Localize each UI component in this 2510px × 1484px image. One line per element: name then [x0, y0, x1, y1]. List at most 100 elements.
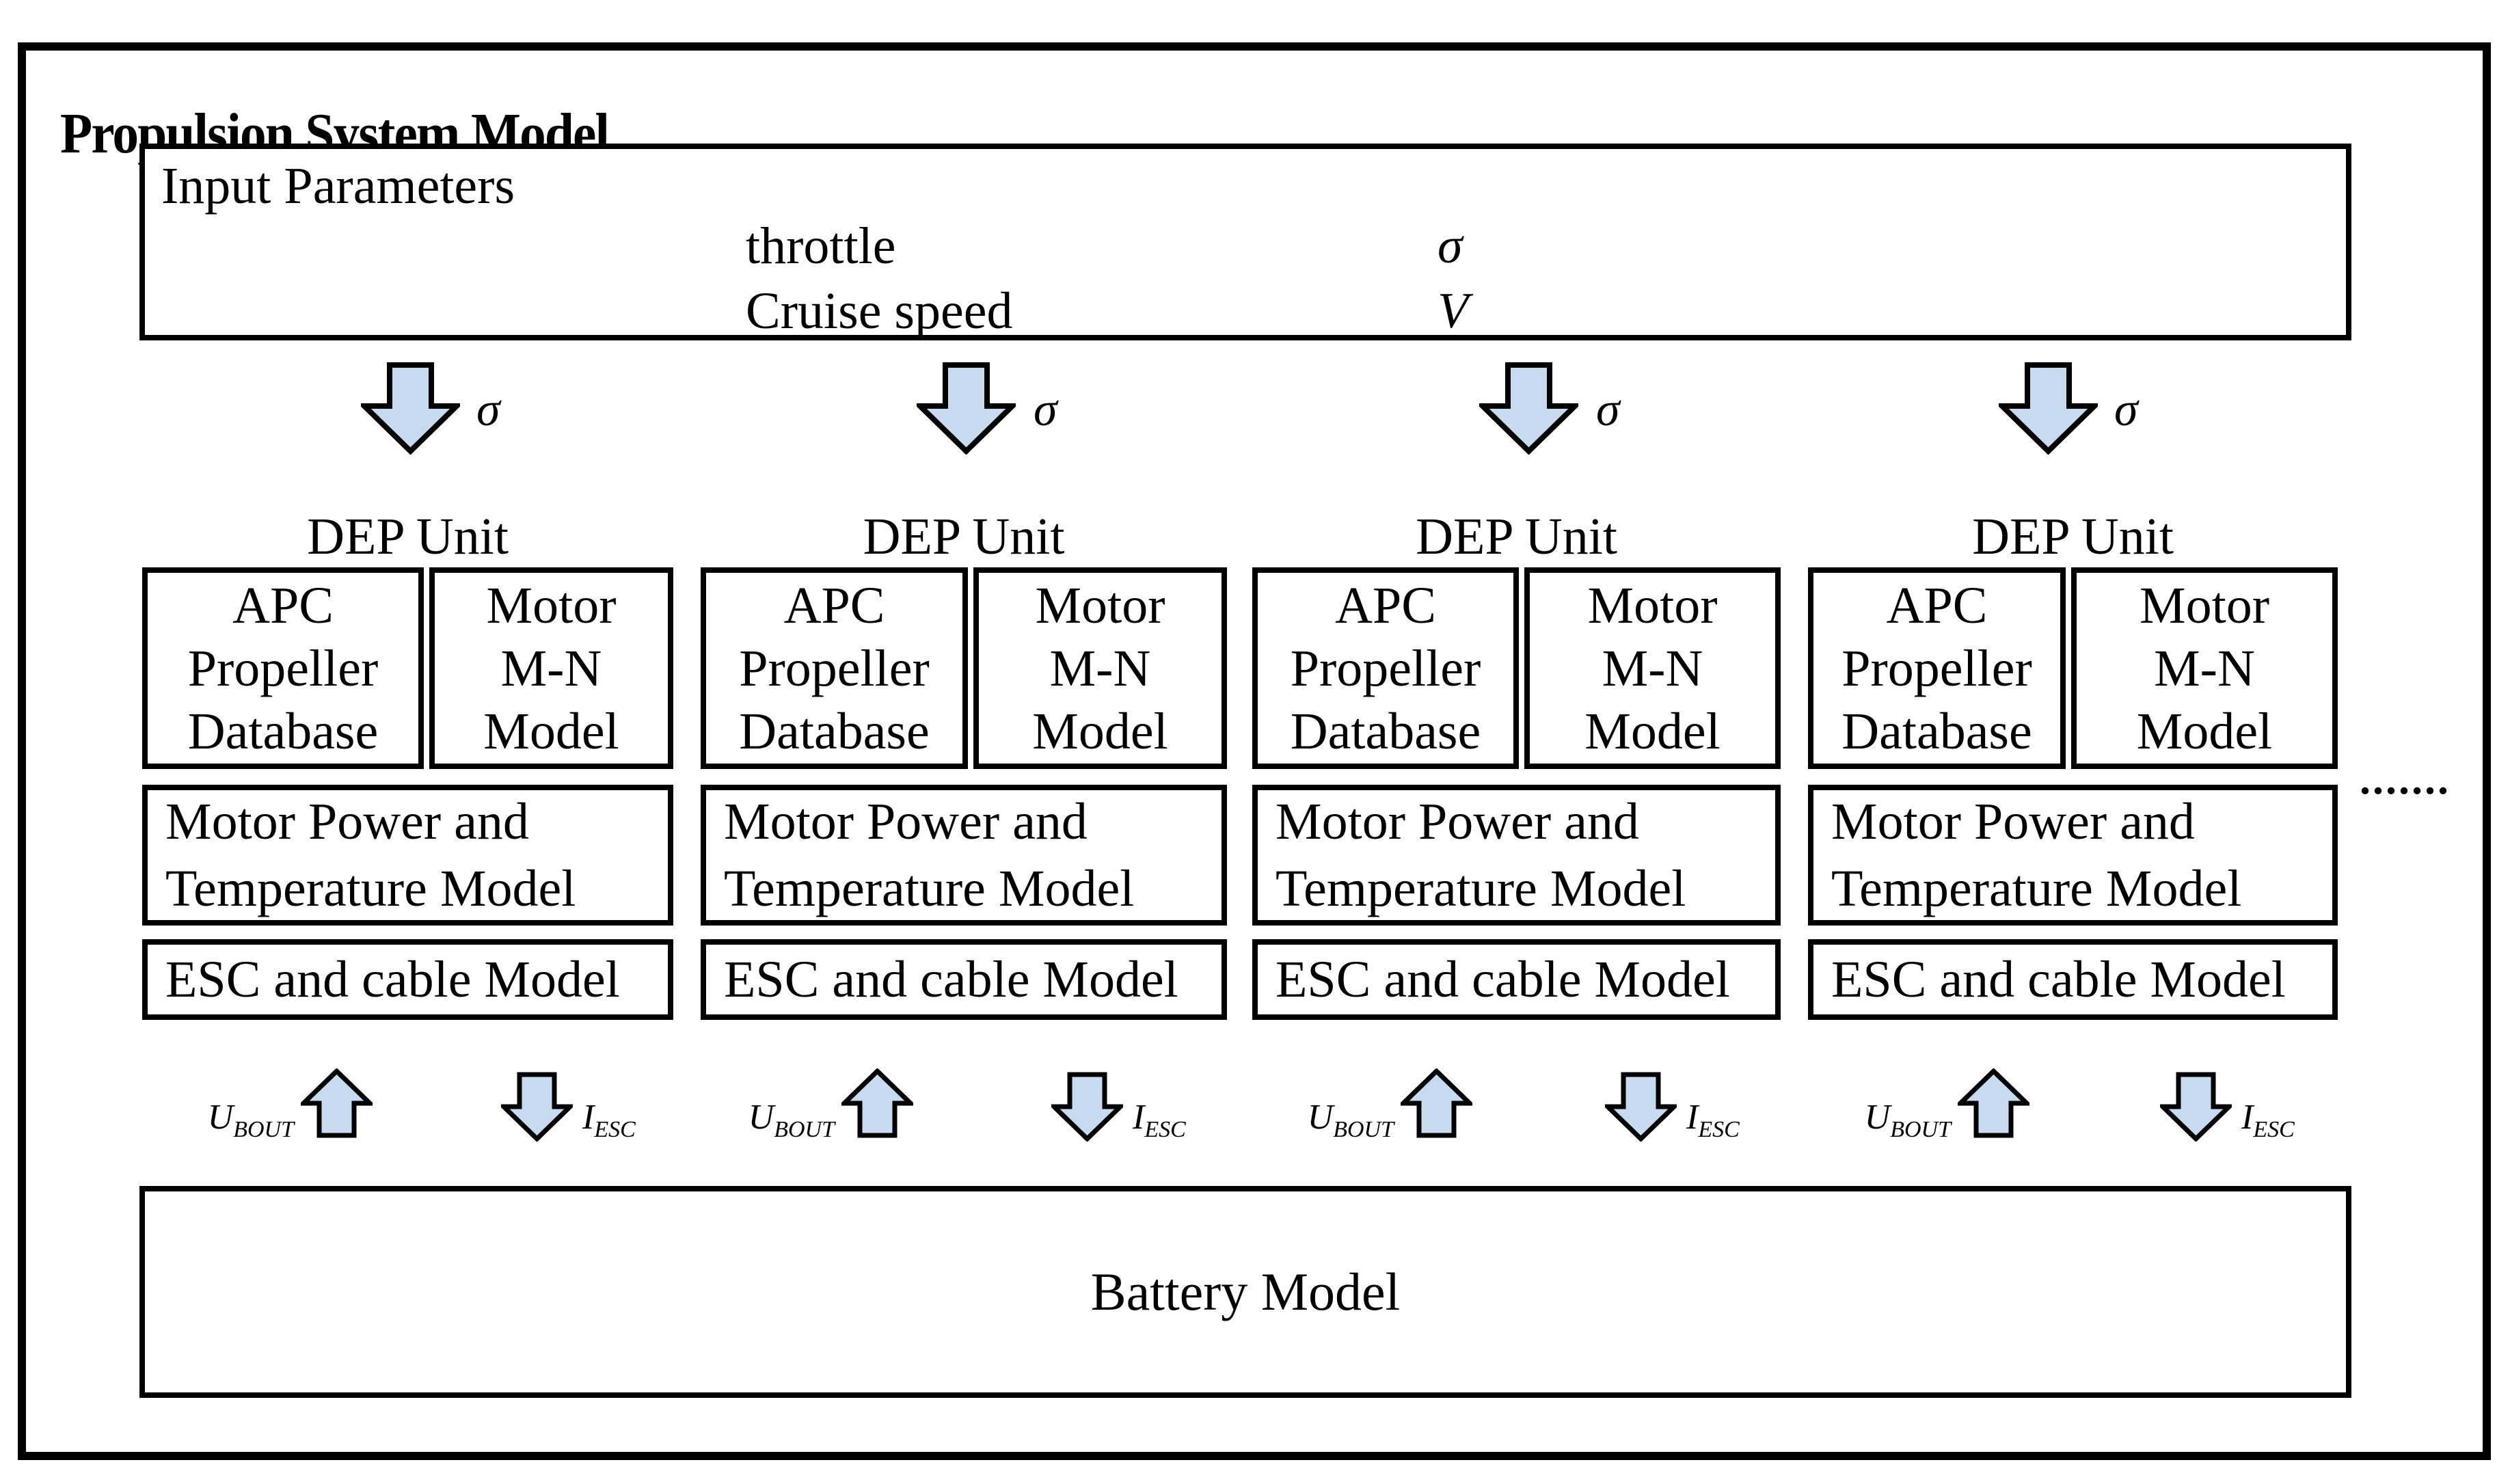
motor-power-temperature-box: Motor Power and Temperature Model [1252, 785, 1781, 926]
down-arrow-icon [361, 362, 460, 455]
box-line: APC [1886, 576, 1988, 634]
motor-mn-model-box: Motor M-N Model [429, 567, 673, 769]
box-line: Model [483, 702, 619, 760]
box-line: Temperature Model [1276, 860, 1686, 917]
box-line: ESC and cable Model [165, 951, 620, 1008]
up-arrow-icon [1958, 1068, 2029, 1138]
dep-unit-title: DEP Unit [1416, 508, 1617, 565]
symbol-base: U [748, 1098, 774, 1137]
box-line: Temperature Model [724, 860, 1135, 917]
param-name: throttle [746, 217, 896, 275]
symbol-subscript: BOUT [233, 1117, 294, 1142]
u-bout-label: UBOUT [1223, 1094, 1394, 1154]
symbol-base: I [1686, 1098, 1699, 1137]
box-line: Model [1584, 702, 1720, 760]
down-arrow-icon [1479, 362, 1578, 455]
box-line: Propeller [1841, 639, 2032, 697]
box-line: Motor Power and [165, 793, 529, 850]
down-arrow-icon [1605, 1072, 1677, 1142]
u-bout-label: UBOUT [1780, 1094, 1951, 1154]
symbol-subscript: BOUT [1890, 1117, 1951, 1142]
i-esc-label: IESC [1133, 1094, 1186, 1154]
symbol-subscript: ESC [1698, 1117, 1740, 1142]
symbol-subscript: BOUT [1333, 1117, 1394, 1142]
input-parameters-label: Input Parameters [161, 157, 515, 215]
apc-propeller-database-box: APC Propeller Database [1252, 567, 1519, 769]
dep-unit-title: DEP Unit [863, 508, 1065, 565]
up-arrow-icon [841, 1068, 913, 1138]
box-line: Motor Power and [724, 793, 1088, 850]
box-line: Temperature Model [165, 860, 576, 917]
input-parameters-box: Input Parameters throttle σ Cruise speed… [139, 144, 2351, 340]
box-line: Database [1841, 702, 2032, 760]
sigma-annotation: σ [1596, 383, 1620, 436]
motor-power-temperature-box: Motor Power and Temperature Model [1808, 785, 2338, 926]
esc-cable-model-box: ESC and cable Model [1808, 939, 2338, 1020]
symbol-base: U [1864, 1098, 1891, 1137]
symbol-subscript: ESC [594, 1117, 636, 1142]
box-line: Database [1290, 702, 1481, 760]
box-line: Database [739, 702, 930, 760]
esc-cable-model-box: ESC and cable Model [701, 939, 1227, 1020]
box-line: Motor [486, 576, 617, 634]
symbol-subscript: BOUT [774, 1117, 835, 1142]
u-bout-label: UBOUT [664, 1094, 835, 1154]
motor-mn-model-box: Motor M-N Model [1524, 567, 1781, 769]
param-row-cruise-speed: Cruise speed V [746, 279, 1703, 344]
outer-frame [18, 42, 2491, 1460]
down-arrow-icon [501, 1072, 573, 1142]
symbol-base: I [1133, 1098, 1145, 1137]
apc-propeller-database-box: APC Propeller Database [142, 567, 424, 769]
param-symbol: σ [1438, 218, 1463, 274]
symbol-base: I [582, 1098, 595, 1137]
sigma-annotation: σ [476, 383, 500, 436]
sigma-annotation: σ [2114, 383, 2138, 436]
dep-unit-title: DEP Unit [1972, 508, 2174, 565]
box-line: Propeller [739, 639, 930, 697]
symbol-base: U [1307, 1098, 1334, 1137]
box-line: APC [783, 576, 885, 634]
i-esc-label: IESC [582, 1094, 636, 1154]
box-line: Propeller [187, 639, 379, 697]
box-line: Temperature Model [1831, 860, 2242, 917]
box-line: Motor Power and [1831, 793, 2195, 850]
up-arrow-icon [1401, 1068, 1472, 1138]
symbol-base: U [207, 1098, 234, 1137]
box-line: ESC and cable Model [724, 951, 1178, 1008]
sigma-annotation: σ [1034, 383, 1057, 436]
box-line: Model [1032, 702, 1168, 760]
box-line: M-N [500, 639, 602, 697]
box-line: Motor [2140, 576, 2269, 634]
box-line: M-N [1049, 639, 1151, 697]
box-line: ESC and cable Model [1831, 951, 2286, 1008]
box-line: M-N [1602, 639, 1703, 697]
u-bout-label: UBOUT [123, 1094, 294, 1154]
i-esc-label: IESC [1686, 1094, 1740, 1154]
motor-mn-model-box: Motor M-N Model [973, 567, 1227, 769]
battery-model-box: Battery Model [139, 1186, 2351, 1398]
up-arrow-icon [301, 1068, 373, 1138]
down-arrow-icon [917, 362, 1016, 455]
symbol-subscript: ESC [2253, 1117, 2295, 1142]
dep-unit-title: DEP Unit [307, 508, 509, 565]
box-line: Motor [1035, 576, 1165, 634]
param-symbol: V [1438, 283, 1469, 339]
apc-propeller-database-box: APC Propeller Database [1808, 567, 2066, 769]
esc-cable-model-box: ESC and cable Model [142, 939, 673, 1020]
down-arrow-icon [1999, 362, 2098, 455]
box-line: APC [232, 576, 334, 634]
box-line: Database [187, 702, 379, 760]
symbol-subscript: ESC [1144, 1117, 1186, 1142]
box-line: Propeller [1290, 639, 1481, 697]
down-arrow-icon [1051, 1072, 1123, 1142]
box-line: Motor [1587, 576, 1718, 634]
box-line: APC [1335, 576, 1436, 634]
continuation-dots: ....... [2360, 755, 2451, 803]
esc-cable-model-box: ESC and cable Model [1252, 939, 1781, 1020]
motor-power-temperature-box: Motor Power and Temperature Model [701, 785, 1227, 926]
box-line: Model [2136, 702, 2273, 760]
symbol-base: I [2241, 1098, 2254, 1137]
motor-power-temperature-box: Motor Power and Temperature Model [142, 785, 673, 926]
down-arrow-icon [2160, 1072, 2232, 1142]
